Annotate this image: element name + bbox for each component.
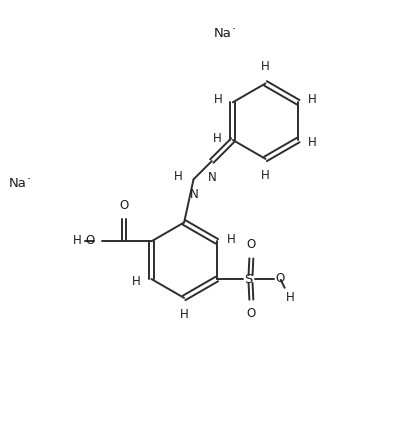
Text: H: H <box>308 94 317 106</box>
Text: O: O <box>119 199 128 211</box>
Text: O: O <box>85 234 95 247</box>
Text: H: H <box>73 234 82 247</box>
Text: S: S <box>244 272 253 286</box>
Text: H: H <box>286 291 295 304</box>
Text: H: H <box>180 308 188 321</box>
Text: H: H <box>261 60 270 73</box>
Text: H: H <box>261 169 270 182</box>
Text: H: H <box>214 94 223 106</box>
Text: N: N <box>190 188 199 201</box>
Text: H: H <box>174 169 182 183</box>
Text: H: H <box>213 132 222 145</box>
Text: O: O <box>247 307 256 320</box>
Text: H: H <box>227 233 236 246</box>
Text: H: H <box>132 275 141 287</box>
Text: N: N <box>208 171 217 184</box>
Text: O: O <box>276 272 285 285</box>
Text: Na˙: Na˙ <box>214 27 238 40</box>
Text: Na˙: Na˙ <box>8 177 33 190</box>
Text: O: O <box>247 238 256 251</box>
Text: H: H <box>308 136 317 149</box>
